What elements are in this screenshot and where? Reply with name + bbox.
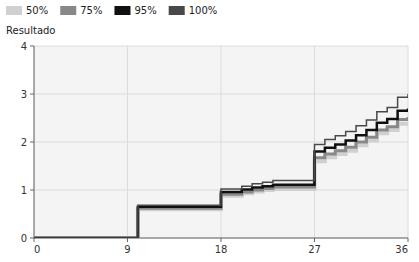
plot-area (34, 46, 408, 238)
x-tick-label: 36 (395, 244, 408, 255)
y-tick (30, 142, 34, 143)
y-tick (30, 238, 34, 239)
y-tick (30, 94, 34, 95)
step-line (34, 94, 408, 238)
y-tick-label: 3 (21, 89, 27, 100)
x-tick (127, 238, 128, 242)
y-tick (30, 190, 34, 191)
x-tick-label: 27 (308, 244, 321, 255)
legend-swatch (6, 6, 22, 15)
step-line (34, 122, 408, 238)
legend-label: 95% (134, 5, 156, 16)
legend-label: 100% (189, 5, 218, 16)
y-tick-label: 1 (21, 185, 27, 196)
y-grid-line (34, 46, 408, 47)
grid (34, 46, 408, 238)
step-line (34, 117, 408, 238)
chart: 0 9 18 27 36 0 1 2 3 4 50% 75% 95% 100% Resultado (0, 0, 419, 262)
x-tick (221, 238, 222, 242)
step-line (34, 108, 408, 238)
x-tick-label: 18 (215, 244, 228, 255)
x-tick-label: 0 (34, 244, 40, 255)
x-tick (408, 238, 409, 242)
x-grid-line (34, 46, 35, 238)
y-tick-label: 2 (21, 137, 27, 148)
y-grid-line (34, 94, 408, 95)
legend-swatch (114, 6, 130, 15)
legend-swatch (169, 6, 185, 15)
lines (34, 94, 408, 238)
x-tick (34, 238, 35, 242)
x-tick-label: 9 (124, 244, 130, 255)
y-tick-label: 4 (21, 41, 27, 52)
x-tick (314, 238, 315, 242)
legend: 50% 75% 95% 100% (6, 5, 217, 16)
y-tick-label: 0 (21, 233, 27, 244)
legend-swatch (60, 6, 76, 15)
y-tick (30, 46, 34, 47)
legend-label: 50% (26, 5, 48, 16)
y-axis-label: Resultado (6, 25, 56, 36)
y-axis (34, 46, 35, 238)
legend-label: 75% (80, 5, 102, 16)
